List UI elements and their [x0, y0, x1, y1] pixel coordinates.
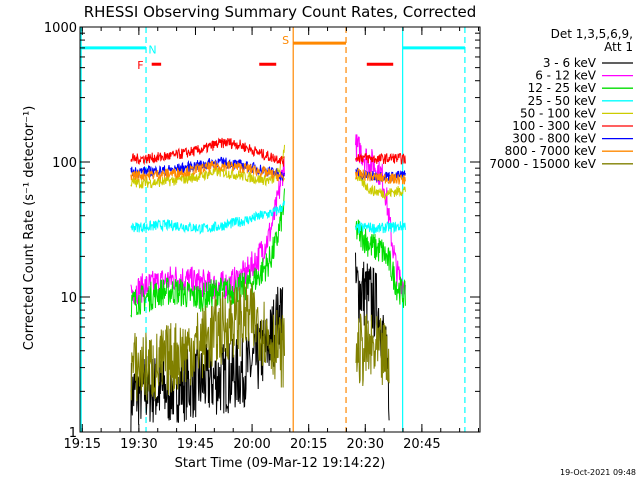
series-line-1-seg-0	[130, 159, 285, 305]
annotation-F: F	[137, 59, 143, 72]
annotation-N: N	[148, 44, 156, 57]
series-line-4-seg-1	[355, 173, 406, 201]
series-line-3-seg-0	[130, 200, 285, 235]
series-line-8-seg-0	[130, 281, 285, 402]
x-tick-label-0: 19:15	[64, 437, 101, 452]
x-tick-label-1: 19:30	[120, 437, 157, 452]
legend-label-3: 25 - 50 keV	[528, 94, 597, 108]
x-tick-label-6: 20:45	[403, 437, 440, 452]
y-tick-label-1: 10	[60, 291, 77, 306]
legend-label-2: 12 - 25 keV	[528, 81, 597, 95]
series-line-3-seg-1	[355, 221, 406, 235]
x-tick-label-2: 19:45	[177, 437, 214, 452]
legend-label-4: 50 - 100 keV	[520, 106, 597, 120]
series-line-2-seg-0	[130, 188, 285, 318]
x-tick-label-4: 20:15	[290, 437, 327, 452]
legend-header-2: Att 1	[604, 40, 633, 54]
legend-label-8: 7000 - 15000 keV	[489, 157, 596, 171]
legend-label-6: 300 - 800 keV	[512, 132, 596, 146]
x-axis-label: Start Time (09-Mar-12 19:14:22)	[175, 456, 386, 471]
chart-title: RHESSI Observing Summary Count Rates, Co…	[84, 3, 477, 21]
y-axis-label: Corrected Count Rate (s⁻¹ detector⁻¹)	[22, 106, 37, 351]
axes: 19:15 19:30 19:45 20:00 20:15 20:30 20:45 1 10 10…	[44, 21, 481, 452]
series-line-5-seg-0	[130, 137, 285, 167]
legend-label-0: 3 - 6 keV	[543, 56, 597, 70]
series-line-8-seg-1	[355, 313, 390, 387]
series-line-5-seg-1	[355, 152, 406, 165]
legend-label-7: 800 - 7000 keV	[505, 144, 597, 158]
y-tick-label-0: 1	[69, 426, 77, 441]
annotation-S: S	[282, 34, 289, 47]
legend-label-5: 100 - 300 keV	[512, 119, 596, 133]
legend-header-1: Det 1,3,5,6,9,	[551, 27, 633, 41]
y-tick-label-3: 1000	[44, 21, 77, 36]
series-line-4-seg-0	[130, 144, 285, 189]
plot-frame	[79, 26, 481, 433]
x-tick-label-3: 20:00	[233, 437, 270, 452]
series-line-1-seg-1	[355, 134, 406, 296]
series-line-0-seg-0	[130, 286, 284, 432]
y-tick-label-2: 100	[52, 156, 77, 171]
footer-timestamp: 19-Oct-2021 09:48	[560, 468, 636, 477]
series-line-7-seg-0	[130, 160, 285, 183]
series-line-7-seg-1	[355, 167, 406, 185]
x-tick-label-5: 20:30	[347, 437, 384, 452]
series-line-2-seg-1	[355, 219, 406, 308]
legend-label-1: 6 - 12 keV	[535, 69, 597, 83]
series-line-0-seg-1	[355, 252, 390, 421]
plot-area: NF S	[80, 27, 466, 432]
